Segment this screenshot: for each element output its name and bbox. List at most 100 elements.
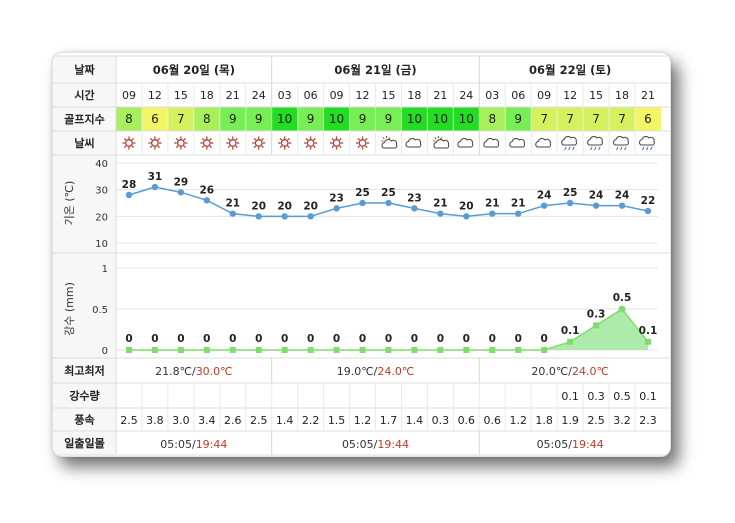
rain-value-label: 0 (151, 333, 158, 345)
golf-index-value: 8 (203, 112, 211, 126)
golf-index-value: 10 (459, 112, 474, 126)
cloud-shape (381, 139, 398, 149)
sunrise-sunset: 05:05/19:44 (342, 438, 409, 451)
rain-tick-label: 1 (102, 264, 108, 275)
time-cell: 12 (148, 89, 162, 102)
temp-point (385, 199, 392, 207)
golf-index-value: 6 (151, 112, 159, 126)
rain-amount-cell: 0.3 (587, 390, 605, 403)
temp-tick-label: 40 (95, 159, 108, 170)
rain-value-label: 0.5 (613, 292, 632, 304)
sun-ray (287, 145, 290, 149)
rain-tick-label: 0.5 (92, 305, 108, 316)
temp-tick-label: 10 (95, 239, 108, 250)
rain-point (411, 347, 418, 353)
day-header: 06월 20일 (목) (153, 63, 235, 77)
sun-disc (254, 139, 263, 147)
sun-disc (176, 139, 185, 147)
temp-value-label: 23 (329, 192, 344, 204)
header-label: 날짜 (74, 63, 95, 77)
cloud-icon (535, 138, 552, 148)
rain-value-label: 0 (229, 333, 236, 345)
cloud-shape (587, 136, 603, 146)
sun-row-label: 일출일몰 (64, 436, 104, 450)
sun-ray (382, 137, 385, 140)
wind-speed-cell: 0.6 (458, 414, 476, 427)
temp-value-label: 20 (459, 200, 474, 212)
golf-index-value: 10 (277, 112, 292, 126)
sun-ray (388, 137, 391, 140)
golf-index-cell (375, 107, 402, 131)
sun-ray (261, 145, 264, 149)
temp-value-label: 31 (148, 171, 163, 183)
temp-point (463, 213, 470, 220)
rain-point (333, 347, 340, 353)
temp-point (618, 202, 626, 209)
rain-value-label: 0 (385, 333, 392, 345)
sun-disc (332, 139, 341, 147)
golf-index-value: 10 (329, 112, 344, 126)
golf-index-cell (427, 107, 454, 131)
rain-icon (587, 136, 603, 151)
min-max-temp: 20.0℃/24.0℃ (531, 365, 608, 378)
golf-index-cell (479, 107, 506, 131)
rain-point (281, 347, 288, 353)
sun-ray (365, 145, 368, 149)
golf-index-value: 8 (488, 112, 496, 126)
sunset-time: 19:44 (572, 438, 604, 451)
sun-ray (279, 137, 283, 141)
rain-icon (613, 136, 629, 151)
rain-point (203, 347, 210, 353)
sunset-time: 19:44 (377, 438, 409, 451)
golf-index-cell (401, 107, 428, 131)
sun-ray (149, 137, 153, 141)
cloud-icon (457, 138, 474, 148)
rain-point (593, 322, 600, 329)
wind-speed-cell: 3.8 (146, 414, 164, 427)
sunrise-sunset: 05:05/19:44 (160, 438, 227, 451)
temp-value-label: 22 (641, 195, 656, 207)
time-cell: 21 (433, 89, 447, 102)
cloud-shape (483, 138, 500, 148)
rain-value-label: 0 (333, 333, 340, 345)
wind-speed-cell: 2.6 (224, 414, 242, 427)
temp-point (203, 197, 211, 204)
min-max-temp: 19.0℃/24.0℃ (337, 365, 414, 378)
rain-area (128, 309, 648, 350)
sunrise-sunset: 05:05/19:44 (537, 438, 604, 451)
time-cell: 18 (200, 89, 214, 102)
time-row-label: 시간 (74, 88, 94, 102)
sun-disc (125, 139, 133, 147)
rain-amount-cell: 0.1 (639, 390, 657, 403)
wind-speed-cell: 1.7 (380, 414, 398, 427)
sun-ray (313, 145, 316, 149)
temp-point (333, 205, 340, 212)
golf-index-cell (453, 107, 480, 131)
sun-ray (123, 137, 127, 141)
golf-index-cell (193, 107, 220, 131)
time-cell: 09 (330, 89, 344, 102)
golf-row-label: 골프지수 (64, 112, 104, 126)
temp-value-label: 20 (303, 200, 318, 212)
max-temp: 30.0℃ (196, 365, 233, 378)
partly-cloudy-icon (381, 136, 398, 149)
temp-value-label: 23 (407, 192, 422, 204)
rain-value-label: 0 (541, 333, 548, 345)
sun-ray (287, 137, 290, 141)
temp-point (255, 213, 262, 220)
day-header: 06월 22일 (토) (529, 63, 611, 77)
time-cell: 21 (226, 89, 240, 102)
cloud-shape (561, 136, 577, 146)
rain-point (515, 347, 522, 353)
rain-drop (564, 146, 567, 151)
rain-drop (590, 146, 593, 151)
wind-speed-cell: 2.2 (302, 414, 320, 427)
golf-index-cell (583, 107, 610, 131)
wind-speed-cell: 3.0 (172, 414, 190, 427)
cloud-shape (509, 138, 526, 148)
golf-index-cell (349, 107, 376, 131)
rain-drop (620, 146, 623, 151)
sun-ray (253, 145, 257, 149)
temp-point (151, 183, 159, 191)
sun-disc (358, 139, 367, 147)
